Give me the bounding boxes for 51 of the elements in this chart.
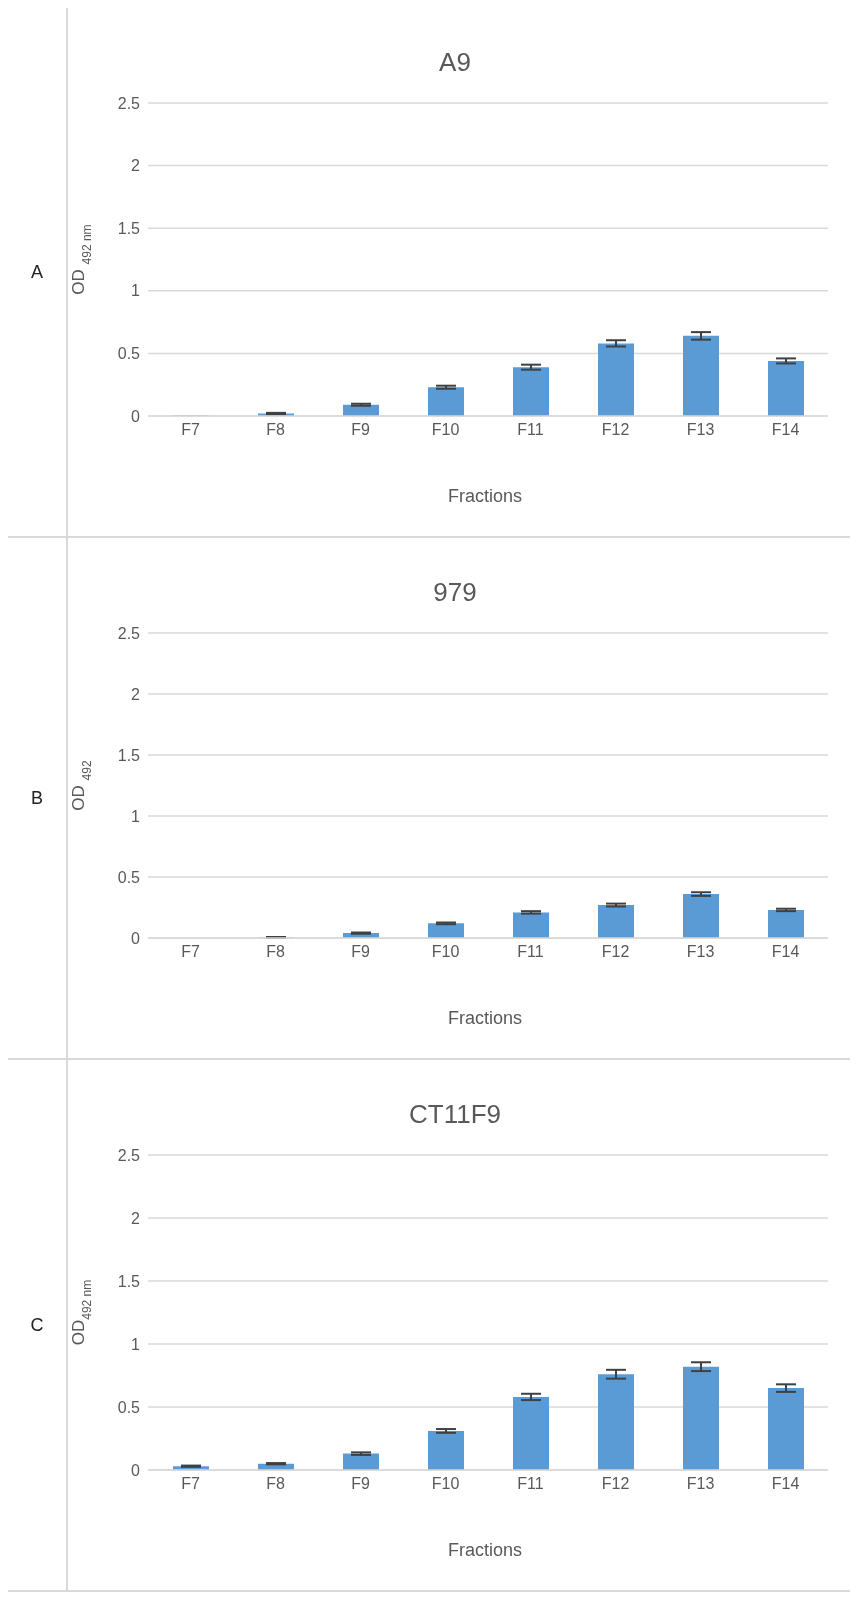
- text: C: [30, 1314, 44, 1336]
- chart-title: 979: [432, 576, 478, 608]
- text: A: [30, 261, 43, 283]
- text: B: [30, 787, 43, 809]
- y-tick-label: 0.5: [117, 1398, 141, 1416]
- y-tick-label: 2: [131, 157, 141, 175]
- x-tick-label: F12: [601, 421, 630, 439]
- y-tick-label: 1.5: [117, 219, 141, 237]
- x-tick-label: F8: [266, 421, 285, 439]
- y-tick-label: 0.5: [117, 868, 141, 886]
- x-tick-label: F10: [431, 943, 460, 961]
- x-tick-label: F7: [181, 943, 200, 961]
- x-tick-label: F14: [771, 421, 800, 439]
- x-tick-label: F9: [351, 1475, 370, 1493]
- x-tick-label: F9: [351, 421, 370, 439]
- x-tick-label: F9: [351, 943, 370, 961]
- y-tick-label: 0: [131, 1461, 141, 1479]
- x-axis-title: Fractions: [447, 1006, 523, 1030]
- x-tick-label: F8: [266, 943, 285, 961]
- y-tick-label: 2: [131, 1209, 141, 1227]
- x-tick-label: F12: [601, 943, 630, 961]
- x-tick-label: F7: [181, 1475, 200, 1493]
- y-tick-label: 2.5: [117, 1146, 141, 1164]
- y-tick-label: 2.5: [117, 94, 141, 112]
- x-tick-label: F12: [601, 1475, 630, 1493]
- x-tick-label: F14: [771, 943, 800, 961]
- chart-title: CT11F9: [408, 1098, 502, 1130]
- x-tick-label: F10: [431, 421, 460, 439]
- x-tick-label: F13: [686, 421, 715, 439]
- y-tick-label: 1.5: [117, 746, 141, 764]
- x-tick-label: F11: [517, 421, 544, 439]
- x-axis-title: Fractions: [447, 484, 523, 508]
- y-tick-label: 1: [131, 282, 141, 300]
- y-tick-label: 2.5: [117, 624, 141, 642]
- y-tick-label: 1: [131, 1335, 141, 1353]
- x-tick-label: F13: [686, 943, 715, 961]
- x-tick-label: F7: [181, 421, 200, 439]
- y-tick-label: 2: [131, 685, 141, 703]
- x-axis-title: Fractions: [447, 1538, 523, 1562]
- x-tick-label: F11: [517, 943, 544, 961]
- y-tick-label: 1: [131, 807, 141, 825]
- x-tick-label: F11: [517, 1475, 544, 1493]
- x-tick-label: F8: [266, 1475, 285, 1493]
- y-tick-label: 0: [131, 407, 141, 425]
- x-tick-label: F10: [431, 1475, 460, 1493]
- y-tick-label: 0.5: [117, 345, 141, 363]
- x-tick-label: F14: [771, 1475, 800, 1493]
- chart-title: A9: [438, 46, 472, 78]
- y-tick-label: 0: [131, 929, 141, 947]
- y-tick-label: 1.5: [117, 1272, 141, 1290]
- x-tick-label: F13: [686, 1475, 715, 1493]
